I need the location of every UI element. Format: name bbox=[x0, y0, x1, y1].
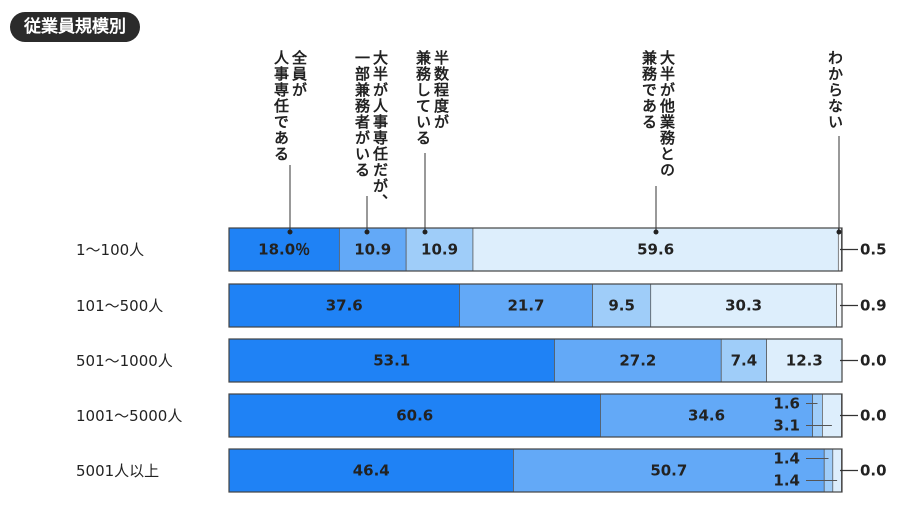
unknown-value-label: 0.0 bbox=[860, 462, 887, 480]
bar-value-label: 9.5 bbox=[608, 297, 635, 315]
bar-value-label: 21.7 bbox=[507, 297, 544, 315]
bar-value-label: 46.4 bbox=[353, 462, 390, 480]
legend-label: わからない bbox=[826, 50, 844, 130]
bar-segment bbox=[513, 448, 825, 493]
section-tag: 従業員規模別 bbox=[10, 12, 140, 42]
bar-value-label: 37.6 bbox=[326, 297, 363, 315]
category-label: 501～1000人 bbox=[76, 351, 173, 370]
category-label: 1001～5000人 bbox=[76, 406, 183, 425]
unknown-value-label: 0.5 bbox=[860, 241, 887, 259]
bar-segment bbox=[228, 448, 514, 493]
category-label: 5001人以上 bbox=[76, 461, 160, 480]
bar-segment bbox=[228, 393, 601, 438]
legend-label: 全員が 人事専任である bbox=[272, 50, 308, 162]
bar-value-label: 53.1 bbox=[373, 352, 410, 370]
bar-value-label: 1.6 bbox=[773, 395, 800, 413]
bar-segment bbox=[823, 448, 834, 493]
bar-segment bbox=[228, 227, 340, 272]
bar-value-label: 1.4 bbox=[773, 450, 800, 468]
legend-label: 大半が人事専任だが、 一部兼務者がいる bbox=[353, 50, 389, 210]
bar-value-label: 50.7 bbox=[650, 462, 687, 480]
bar-value-label: 1.4 bbox=[773, 472, 800, 490]
bar-value-label: 27.2 bbox=[619, 352, 656, 370]
bar-value-label: 10.9 bbox=[354, 241, 391, 259]
category-label: 1～100人 bbox=[76, 240, 145, 259]
bar-segment bbox=[812, 393, 823, 438]
legend-leader-dot bbox=[422, 229, 428, 235]
bar-value-label: 7.4 bbox=[731, 352, 758, 370]
bar-segment bbox=[600, 393, 813, 438]
unknown-value-label: 0.0 bbox=[860, 407, 887, 425]
bar-value-label: 30.3 bbox=[725, 297, 762, 315]
bar-segment bbox=[228, 283, 460, 328]
category-label: 101～500人 bbox=[76, 296, 164, 315]
bar-value-label: 3.1 bbox=[773, 417, 800, 435]
bar-value-label: 59.6 bbox=[637, 241, 674, 259]
bar-value-label: 18.0％ bbox=[258, 241, 310, 259]
bar-value-label: 12.3 bbox=[786, 352, 823, 370]
bar-segment bbox=[554, 338, 722, 383]
legend-label: 大半が他業務との 兼務である bbox=[640, 50, 676, 178]
bar-segment bbox=[822, 393, 842, 438]
legend-leader-dot bbox=[653, 229, 659, 235]
bar-value-label: 10.9 bbox=[421, 241, 458, 259]
legend-label: 半数程度が 兼務している bbox=[414, 50, 450, 146]
bar-segment bbox=[459, 283, 593, 328]
bar-segment bbox=[592, 283, 652, 328]
bar-segment bbox=[650, 283, 837, 328]
legend-leader-dot bbox=[836, 229, 842, 235]
legend-leader-dot bbox=[287, 229, 293, 235]
bar-value-label: 34.6 bbox=[688, 407, 725, 425]
bar-value-label: 60.6 bbox=[396, 407, 433, 425]
unknown-value-label: 0.9 bbox=[860, 297, 887, 315]
legend-leader-dot bbox=[364, 229, 370, 235]
unknown-value-label: 0.0 bbox=[860, 352, 887, 370]
